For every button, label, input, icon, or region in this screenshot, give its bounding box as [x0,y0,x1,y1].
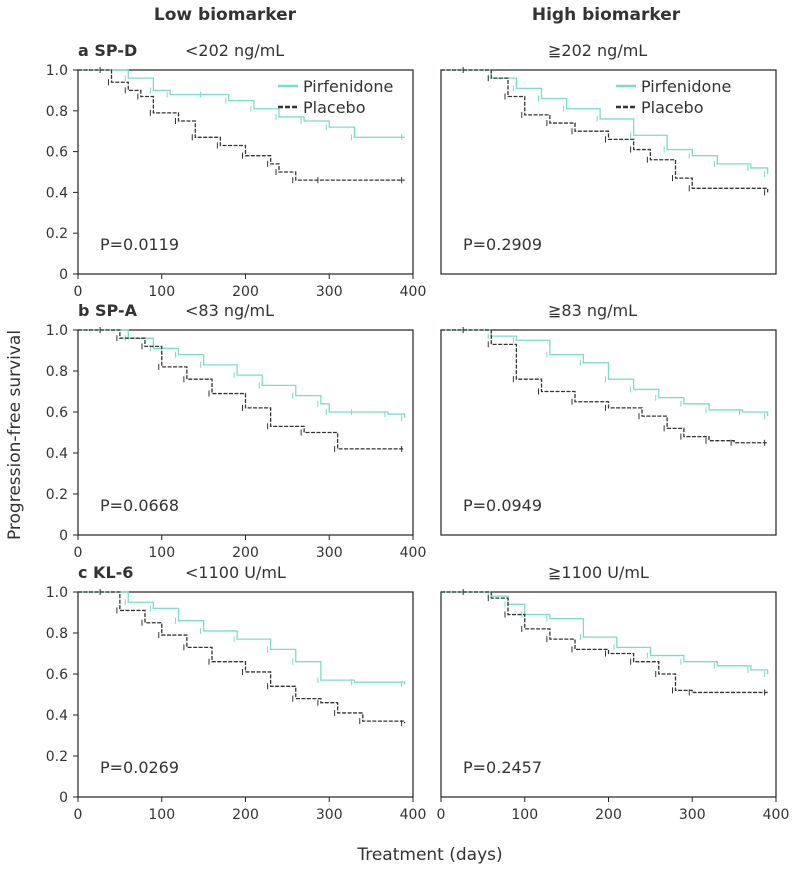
legend-label-pirfenidone: Pirfenidone [303,77,393,96]
p-value: P=0.0668 [100,496,179,515]
p-value: P=0.2909 [463,235,542,254]
panel-5: c KL-6 <1100 U/mL 0 0.2 0.4 0.6 0.8 1.0 0 100 200 3… [46,563,427,823]
x-tick-label: 400 [400,807,427,823]
panel-3: b SP-A <83 ng/mL 0 0.2 0.4 0.6 0.8 1.0 0 100 200 30… [46,301,427,561]
curve-placebo [441,329,768,444]
y-tick-label: 0 [59,790,68,806]
x-tick-label: 200 [232,545,259,561]
y-axis-label: Progression-free survival [5,330,25,540]
x-tick-label: 400 [400,284,427,300]
row-label: a SP-D [78,41,137,60]
row-label: c KL-6 [78,563,133,582]
column-header-low: Low biomarker [154,5,297,25]
curve-placebo [441,591,768,694]
curve-pirfenidone [441,591,769,674]
x-tick-label: 200 [232,284,259,300]
plot-frame [440,329,777,536]
plot-frame [440,69,777,275]
panel-6: ≧1100 U/mL 0 100 200 300 400 P=0.2457 [437,563,790,823]
y-tick-label: 0.8 [46,364,68,380]
curve-pirfenidone [441,69,769,175]
curve-placebo [78,69,405,181]
p-value: P=0.0269 [100,758,179,777]
condition-label: ≧202 ng/mL [548,41,647,60]
x-tick-label: 0 [74,807,83,823]
x-tick-label: 100 [148,284,175,300]
x-tick-label: 300 [679,807,706,823]
y-tick-label: 0.2 [46,226,68,242]
y-tick-label: 1.0 [46,323,68,339]
condition-label: <83 ng/mL [185,301,274,320]
y-tick-label: 0.6 [46,405,68,421]
y-tick-label: 0.6 [46,667,68,683]
x-axis-label: Treatment (days) [356,845,502,865]
x-tick-label: 200 [232,807,259,823]
y-tick-label: 1.0 [46,585,68,601]
curve-placebo [441,69,769,193]
y-tick-label: 0.4 [46,185,68,201]
row-label: b SP-A [78,301,138,320]
curve-placebo [78,591,406,724]
x-tick-label: 0 [74,545,83,561]
x-tick-label: 0 [437,807,446,823]
condition-label: ≧1100 U/mL [548,563,649,582]
legend-label-pirfenidone: Pirfenidone [641,77,731,96]
condition-label: <1100 U/mL [185,563,286,582]
y-tick-label: 0.4 [46,708,68,724]
curve-pirfenidone [78,591,406,685]
x-tick-label: 400 [763,807,790,823]
condition-label: ≧83 ng/mL [548,301,637,320]
y-tick-label: 0 [59,528,68,544]
p-value: P=0.2457 [463,758,542,777]
panel-1: a SP-D <202 ng/mL 0 0.2 0.4 0.6 0.8 1.0 0 100 200 3… [46,41,427,300]
y-tick-label: 0 [59,267,68,283]
y-tick-label: 0.4 [46,446,68,462]
x-tick-label: 0 [74,284,83,300]
curve-pirfenidone [78,329,406,419]
x-tick-label: 300 [316,545,343,561]
x-tick-label: 300 [316,807,343,823]
condition-label: <202 ng/mL [185,41,284,60]
x-tick-label: 100 [511,807,538,823]
legend-label-placebo: Placebo [303,98,365,117]
x-tick-label: 400 [400,545,427,561]
y-tick-label: 1.0 [46,63,68,79]
x-tick-label: 100 [148,545,175,561]
y-tick-label: 0.8 [46,104,68,120]
y-tick-label: 0.2 [46,749,68,765]
y-tick-label: 0.6 [46,145,68,161]
panel-2: ≧202 ng/mL P=0.2909 Pirfenidone Placebo [440,41,777,275]
panels-group: a SP-D <202 ng/mL 0 0.2 0.4 0.6 0.8 1.0 0 100 200 3… [46,41,790,823]
y-tick-label: 0.2 [46,487,68,503]
panel-4: ≧83 ng/mL P=0.0949 [440,301,777,536]
legend-label-placebo: Placebo [641,98,703,117]
curve-placebo [78,329,405,450]
column-header-high: High biomarker [532,5,681,25]
p-value: P=0.0949 [463,496,542,515]
p-value: P=0.0119 [100,235,179,254]
curve-pirfenidone [441,329,769,417]
x-tick-label: 100 [148,807,175,823]
x-tick-label: 300 [316,284,343,300]
y-tick-label: 0.8 [46,626,68,642]
x-tick-label: 200 [595,807,622,823]
curve-pirfenidone [78,69,405,138]
